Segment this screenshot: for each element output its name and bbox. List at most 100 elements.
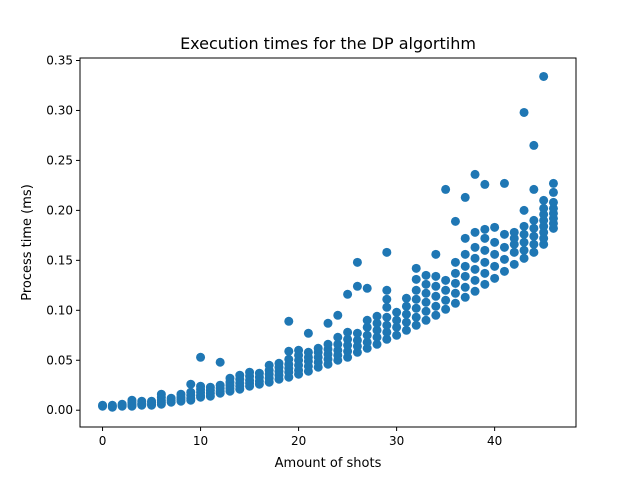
data-point	[372, 318, 382, 328]
data-point	[509, 259, 519, 269]
data-point	[480, 233, 490, 243]
data-point	[490, 237, 500, 247]
data-point	[352, 328, 362, 338]
data-point	[323, 318, 333, 328]
y-tick-label: 0.15	[46, 253, 73, 267]
data-point	[411, 294, 421, 304]
data-point	[196, 381, 206, 391]
data-point	[460, 292, 470, 302]
data-point	[539, 195, 549, 205]
data-point	[548, 197, 558, 207]
data-point	[431, 281, 441, 291]
data-point	[117, 399, 127, 409]
chart-title: Execution times for the DP algortihm	[180, 34, 476, 53]
data-point	[352, 335, 362, 345]
data-point	[431, 271, 441, 281]
y-tick-label: 0.25	[46, 153, 73, 167]
data-point	[352, 281, 362, 291]
data-point	[490, 222, 500, 232]
data-point	[392, 315, 402, 325]
data-point	[480, 179, 490, 189]
data-point	[372, 339, 382, 349]
data-point	[499, 242, 509, 252]
data-point	[98, 400, 108, 410]
data-point	[245, 367, 255, 377]
data-point	[499, 229, 509, 239]
data-point	[411, 320, 421, 330]
data-point	[529, 239, 539, 249]
data-point	[470, 253, 480, 263]
data-point	[196, 352, 206, 362]
y-tick-label: 0.00	[46, 403, 73, 417]
data-point	[460, 192, 470, 202]
data-point	[421, 279, 431, 289]
data-point	[127, 395, 137, 405]
y-axis-label: Process time (ms)	[20, 184, 35, 301]
data-point	[254, 368, 264, 378]
data-point	[362, 322, 372, 332]
data-point	[205, 382, 215, 392]
x-tick-label: 10	[193, 434, 208, 448]
data-point	[519, 205, 529, 215]
data-point	[450, 278, 460, 288]
data-point	[529, 247, 539, 257]
data-point	[166, 393, 176, 403]
data-point	[480, 268, 490, 278]
data-point	[382, 327, 392, 337]
data-point	[480, 279, 490, 289]
data-point	[401, 325, 411, 335]
data-point	[333, 310, 343, 320]
data-point	[441, 285, 451, 295]
data-point	[372, 332, 382, 342]
data-point	[450, 257, 460, 267]
data-point	[499, 178, 509, 188]
y-axis: 0.00 0.05 0.10 0.15 0.20 0.25 0.30 0.35	[46, 53, 80, 417]
data-point	[362, 315, 372, 325]
data-point	[431, 249, 441, 259]
data-point	[548, 187, 558, 197]
data-point	[470, 169, 480, 179]
data-point	[509, 247, 519, 257]
data-point	[107, 400, 117, 410]
data-point	[450, 268, 460, 278]
data-point	[382, 285, 392, 295]
data-point	[460, 271, 470, 281]
data-point	[382, 302, 392, 312]
data-point	[343, 289, 353, 299]
x-tick-label: 30	[389, 434, 404, 448]
y-tick-label: 0.35	[46, 53, 73, 67]
data-point	[441, 184, 451, 194]
data-point	[401, 293, 411, 303]
data-point	[352, 257, 362, 267]
y-tick-label: 0.05	[46, 353, 73, 367]
data-point	[519, 253, 529, 263]
data-point	[529, 184, 539, 194]
plot-frame	[79, 57, 577, 428]
data-point	[362, 337, 372, 347]
data-point	[156, 389, 166, 399]
data-point	[382, 312, 392, 322]
data-point	[411, 263, 421, 273]
data-point	[392, 307, 402, 317]
data-point	[470, 264, 480, 274]
data-point	[264, 360, 274, 370]
data-point	[460, 233, 470, 243]
data-point	[294, 345, 304, 355]
data-point	[480, 224, 490, 234]
data-point	[343, 327, 353, 337]
data-point	[490, 249, 500, 259]
data-point	[529, 223, 539, 233]
data-point	[225, 373, 235, 383]
data-point	[480, 257, 490, 267]
data-point	[431, 301, 441, 311]
x-tick-label: 20	[291, 434, 306, 448]
data-point	[274, 358, 284, 368]
data-point	[147, 396, 157, 406]
data-point	[421, 288, 431, 298]
data-point	[284, 346, 294, 356]
data-point	[450, 298, 460, 308]
data-point	[460, 249, 470, 259]
data-point	[490, 261, 500, 271]
data-point	[392, 322, 402, 332]
